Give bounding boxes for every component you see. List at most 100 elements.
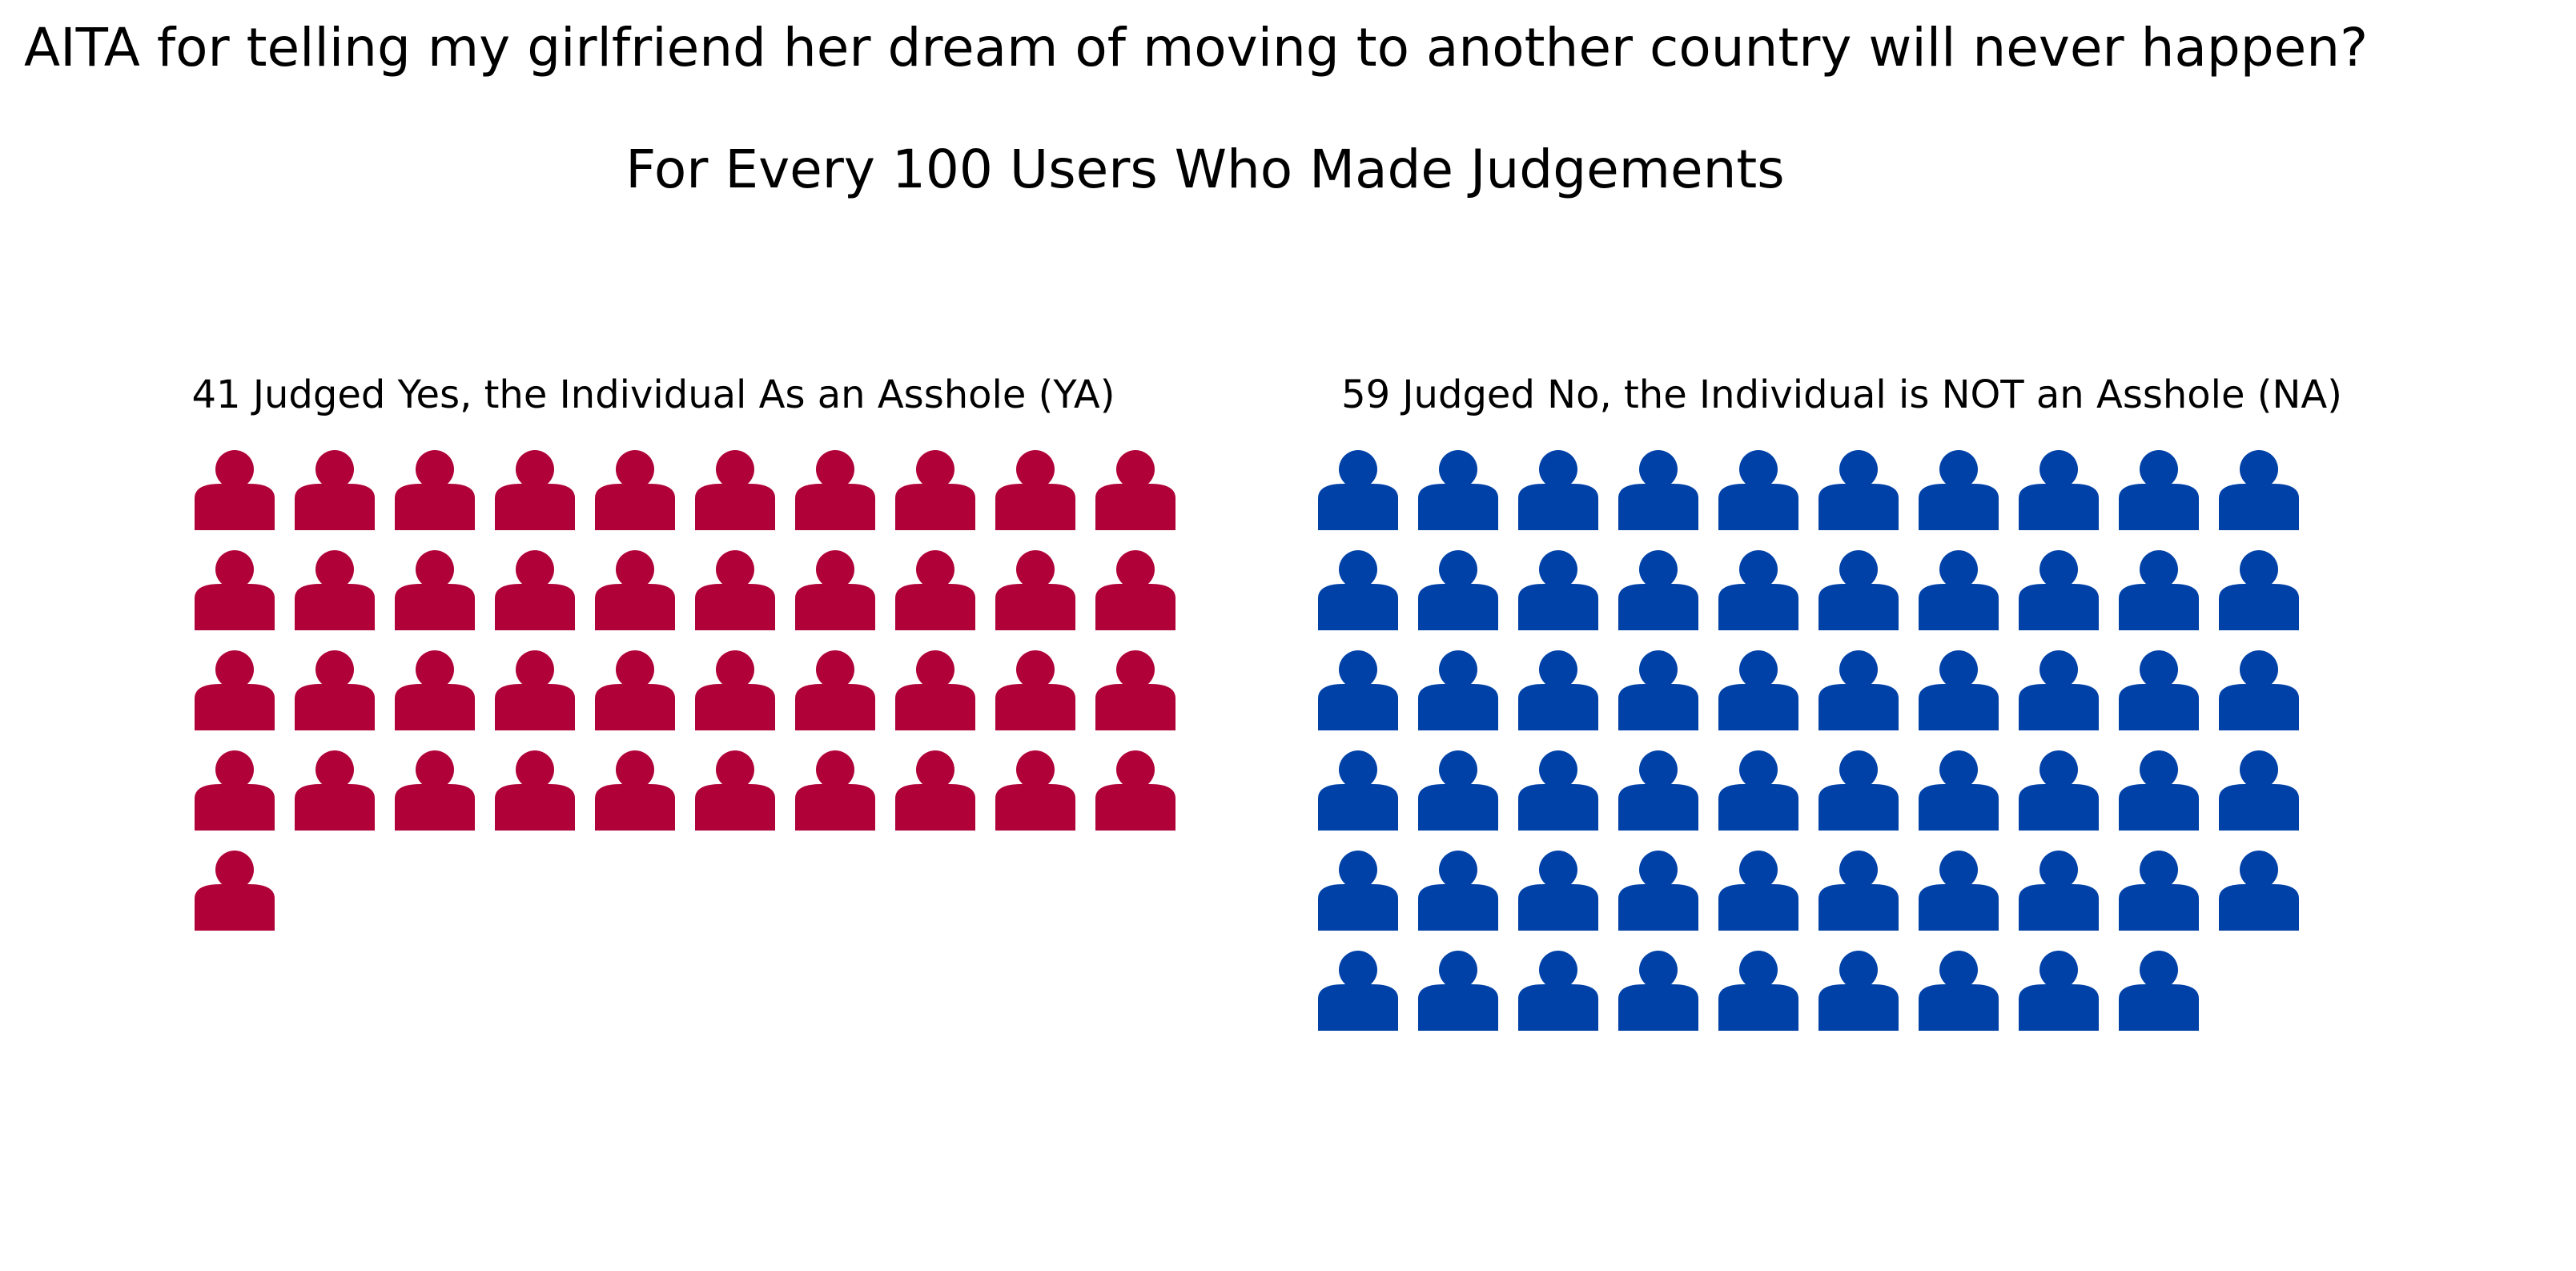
person-icon xyxy=(695,550,775,630)
person-icon xyxy=(395,650,475,730)
person-icon xyxy=(2119,550,2199,630)
person-icon xyxy=(695,750,775,831)
person-icon xyxy=(1318,851,1398,931)
person-icon xyxy=(2119,851,2199,931)
person-icon xyxy=(1818,750,1899,831)
person-icon xyxy=(1718,951,1798,1031)
person-icon xyxy=(195,650,275,730)
person-icon xyxy=(1095,650,1175,730)
person-icon xyxy=(295,450,375,530)
person-icon xyxy=(2019,650,2099,730)
person-icon xyxy=(2219,851,2299,931)
person-icon xyxy=(1718,750,1798,831)
person-icon xyxy=(1318,951,1398,1031)
person-icon xyxy=(1418,550,1498,630)
person-icon xyxy=(1618,750,1698,831)
person-icon xyxy=(2019,951,2099,1031)
person-icon xyxy=(395,550,475,630)
person-icon xyxy=(995,750,1075,831)
person-icon xyxy=(195,450,275,530)
person-icon xyxy=(995,550,1075,630)
person-icon xyxy=(2219,750,2299,831)
person-icon xyxy=(495,450,575,530)
person-icon xyxy=(295,750,375,831)
person-icon xyxy=(795,650,875,730)
person-icon xyxy=(2219,650,2299,730)
person-icon xyxy=(1095,550,1175,630)
person-icon xyxy=(2119,450,2199,530)
person-icon xyxy=(1518,951,1598,1031)
person-icon xyxy=(1518,550,1598,630)
person-icon xyxy=(1518,851,1598,931)
person-icon xyxy=(1718,450,1798,530)
person-icon xyxy=(995,450,1075,530)
person-icon xyxy=(2119,951,2199,1031)
person-icon xyxy=(295,550,375,630)
person-icon xyxy=(1818,650,1899,730)
person-icon xyxy=(395,450,475,530)
person-icon xyxy=(895,650,975,730)
icon-grid-ya xyxy=(195,450,1175,931)
person-icon xyxy=(795,550,875,630)
person-icon xyxy=(1418,951,1498,1031)
person-icon xyxy=(1618,951,1698,1031)
person-icon xyxy=(495,650,575,730)
person-icon xyxy=(795,450,875,530)
person-icon xyxy=(1095,450,1175,530)
person-icon xyxy=(595,450,675,530)
person-icon xyxy=(1618,550,1698,630)
person-icon xyxy=(595,750,675,831)
person-icon xyxy=(1618,450,1698,530)
person-icon xyxy=(1919,951,1999,1031)
person-icon xyxy=(1618,851,1698,931)
person-icon xyxy=(895,750,975,831)
person-icon xyxy=(1318,450,1398,530)
person-icon xyxy=(195,750,275,831)
person-icon xyxy=(2119,750,2199,831)
person-icon xyxy=(1418,650,1498,730)
person-icon xyxy=(1718,550,1798,630)
person-icon xyxy=(2119,650,2199,730)
person-icon xyxy=(1818,851,1899,931)
person-icon xyxy=(2019,450,2099,530)
person-icon xyxy=(1818,450,1899,530)
person-icon xyxy=(1919,450,1999,530)
person-icon xyxy=(1919,750,1999,831)
person-icon xyxy=(595,550,675,630)
person-icon xyxy=(1518,650,1598,730)
person-icon xyxy=(895,450,975,530)
person-icon xyxy=(195,550,275,630)
person-icon xyxy=(1818,550,1899,630)
person-icon xyxy=(1618,650,1698,730)
person-icon xyxy=(695,650,775,730)
person-icon xyxy=(2219,550,2299,630)
person-icon xyxy=(495,750,575,831)
person-icon xyxy=(1518,750,1598,831)
person-icon xyxy=(395,750,475,831)
person-icon xyxy=(1318,750,1398,831)
person-icon xyxy=(2219,450,2299,530)
person-icon xyxy=(1718,650,1798,730)
person-icon xyxy=(295,650,375,730)
person-icon xyxy=(2019,550,2099,630)
person-icon xyxy=(1919,650,1999,730)
person-icon xyxy=(1919,851,1999,931)
icon-grid-na xyxy=(1318,450,2299,1031)
person-icon xyxy=(1095,750,1175,831)
person-icon xyxy=(2019,750,2099,831)
person-icon xyxy=(1318,650,1398,730)
person-icon xyxy=(1919,550,1999,630)
person-icon xyxy=(695,450,775,530)
person-icon xyxy=(195,851,275,931)
person-icon xyxy=(895,550,975,630)
person-icon xyxy=(1418,851,1498,931)
person-icon xyxy=(1718,851,1798,931)
person-icon xyxy=(2019,851,2099,931)
person-icon xyxy=(495,550,575,630)
person-icon xyxy=(1518,450,1598,530)
person-icon xyxy=(795,750,875,831)
person-icon xyxy=(995,650,1075,730)
person-icon xyxy=(1818,951,1899,1031)
person-icon xyxy=(1318,550,1398,630)
